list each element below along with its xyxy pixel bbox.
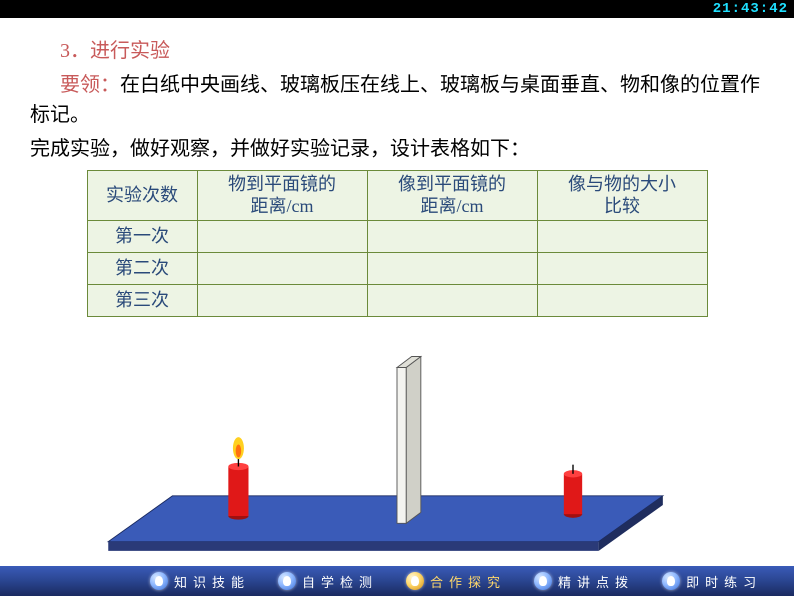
glass-side: [406, 357, 421, 524]
section-number: 3．进行实验: [60, 40, 170, 62]
table-cell: [197, 285, 367, 317]
bottom-nav: 知识技能 自学检测 合作探究 精讲点拨 即时练习: [0, 566, 794, 596]
nav-label: 即时练习: [686, 572, 762, 591]
table-cell: [367, 285, 537, 317]
table-cell: [367, 253, 537, 285]
bulb-icon: [534, 572, 552, 590]
table-cell: 第二次: [87, 253, 197, 285]
instruction-line: 完成实验，做好观察，并做好实验记录，设计表格如下：: [30, 138, 530, 160]
nav-coop[interactable]: 合作探究: [406, 572, 506, 591]
left-candle: [228, 437, 248, 520]
nav-label: 合作探究: [430, 572, 506, 591]
table-row: 第三次: [87, 285, 707, 317]
nav-label: 自学检测: [302, 572, 378, 591]
experiment-diagram: [0, 340, 794, 560]
nav-lecture[interactable]: 精讲点拨: [534, 572, 634, 591]
table-header: 像与物的大小 比较: [537, 171, 707, 221]
bulb-icon: [662, 572, 680, 590]
table-row: 第一次: [87, 221, 707, 253]
bulb-icon: [406, 572, 424, 590]
nav-label: 精讲点拨: [558, 572, 634, 591]
data-table-wrap: 实验次数 物到平面镜的 距离/cm 像到平面镜的 距离/cm 像与物的大小 比较…: [30, 170, 764, 317]
clock-display: 21:43:42: [713, 1, 788, 17]
table-cell: [197, 221, 367, 253]
table-header: 像到平面镜的 距离/cm: [367, 171, 537, 221]
nav-practice[interactable]: 即时练习: [662, 572, 762, 591]
key-paragraph: 要领：在白纸中央画线、玻璃板压在线上、玻璃板与桌面垂直、物和像的位置作标记。: [30, 70, 764, 130]
table-header-row: 实验次数 物到平面镜的 距离/cm 像到平面镜的 距离/cm 像与物的大小 比较: [87, 171, 707, 221]
key-body: 在白纸中央画线、玻璃板压在线上、玻璃板与桌面垂直、物和像的位置作标记。: [30, 74, 760, 126]
right-candle: [564, 465, 582, 518]
glass-front: [397, 368, 406, 524]
table-cell: [197, 253, 367, 285]
slide-content: 3．进行实验 要领：在白纸中央画线、玻璃板压在线上、玻璃板与桌面垂直、物和像的位…: [0, 18, 794, 317]
table-cell: [537, 285, 707, 317]
bulb-icon: [278, 572, 296, 590]
table-cell: [537, 253, 707, 285]
top-bar: 21:43:42: [0, 0, 794, 18]
table-cell: 第一次: [87, 221, 197, 253]
table-cell: [367, 221, 537, 253]
table-header: 实验次数: [87, 171, 197, 221]
section-heading: 3．进行实验: [30, 36, 764, 66]
key-label: 要领：: [60, 74, 120, 96]
table-cell: [537, 221, 707, 253]
table-header: 物到平面镜的 距离/cm: [197, 171, 367, 221]
table-cell: 第三次: [87, 285, 197, 317]
nav-label: 知识技能: [174, 572, 250, 591]
experiment-table: 实验次数 物到平面镜的 距离/cm 像到平面镜的 距离/cm 像与物的大小 比较…: [87, 170, 708, 317]
nav-knowledge[interactable]: 知识技能: [150, 572, 250, 591]
nav-selfcheck[interactable]: 自学检测: [278, 572, 378, 591]
table-row: 第二次: [87, 253, 707, 285]
platform-front: [108, 542, 598, 551]
bulb-icon: [150, 572, 168, 590]
